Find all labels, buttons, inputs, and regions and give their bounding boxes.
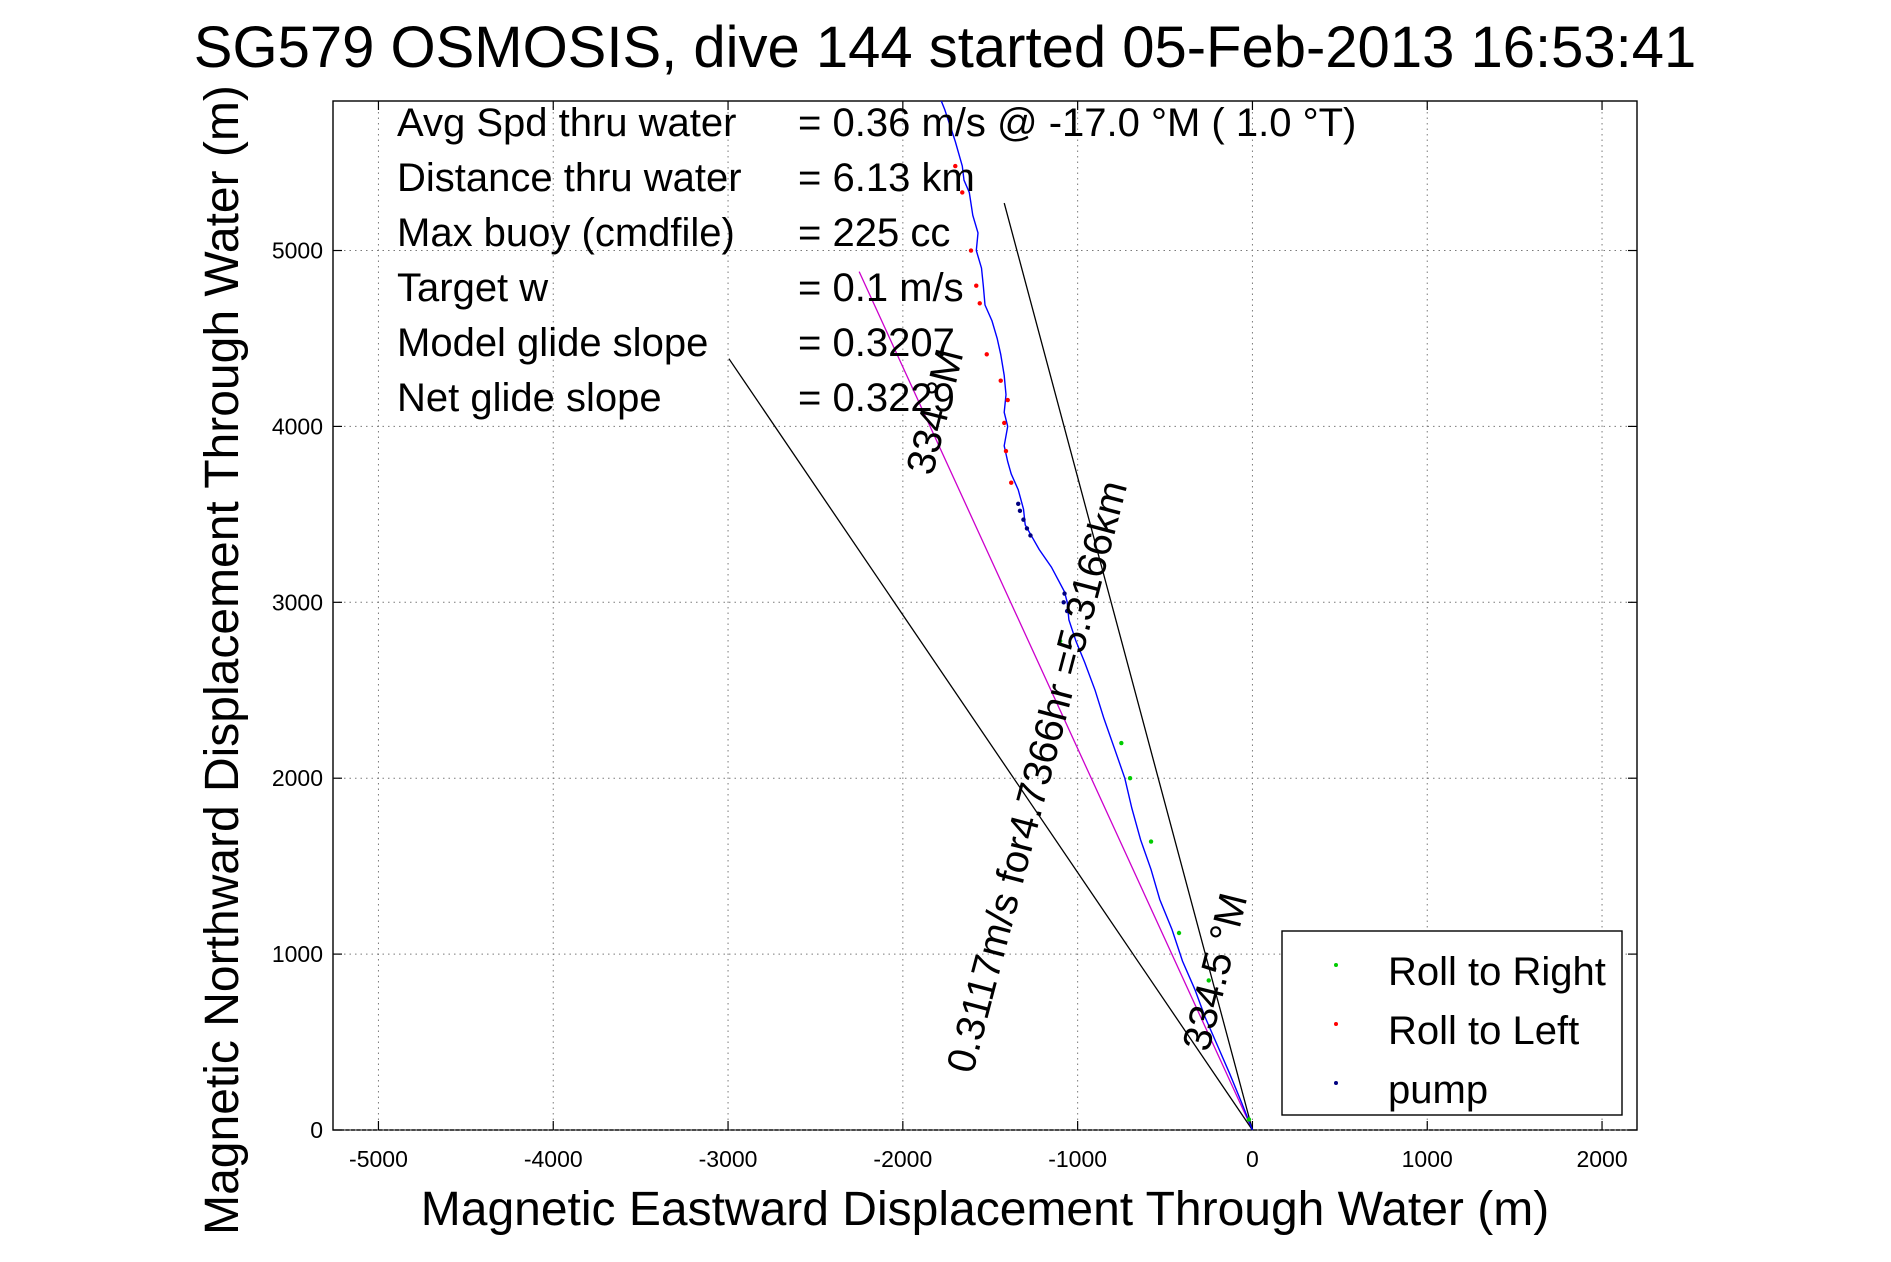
y-tick-label: 4000 — [272, 413, 323, 439]
legend-swatch-roll-left — [1334, 1022, 1338, 1026]
track-line — [940, 100, 1254, 1131]
heading-line-upper — [1003, 202, 1254, 1131]
reference-lines — [728, 202, 1254, 1131]
stat-label-max-buoy: Max buoy (cmdfile) — [397, 211, 735, 255]
heading-line-lower — [728, 358, 1253, 1131]
stat-label-distance: Distance thru water — [397, 156, 742, 200]
y-tick-label: 0 — [310, 1117, 323, 1143]
x-tick-label: 0 — [1246, 1146, 1259, 1172]
x-tick-label: 2000 — [1576, 1146, 1627, 1172]
stat-label-avg-speed: Avg Spd thru water — [397, 101, 736, 145]
pump-marker — [1016, 501, 1021, 507]
roll-left-marker — [974, 283, 979, 288]
chart-title: SG579 OSMOSIS, dive 144 started 05-Feb-2… — [194, 15, 1696, 80]
roll-left-marker — [1003, 448, 1009, 454]
grid — [333, 101, 1637, 1131]
pump-marker — [1062, 591, 1067, 596]
roll-right-marker — [1119, 740, 1124, 746]
stat-label-model-glide: Model glide slope — [397, 321, 708, 365]
x-tick-label: -3000 — [699, 1146, 758, 1172]
legend-label-roll-left: Roll to Left — [1388, 1009, 1579, 1053]
glider-track — [940, 100, 1254, 1131]
stat-value-distance: = 6.13 km — [798, 156, 975, 200]
stat-value-avg-speed: = 0.36 m/s @ -17.0 °M ( 1.0 °T) — [798, 101, 1356, 145]
stat-value-net-glide: = 0.3229 — [798, 376, 955, 420]
stat-label-target-w: Target w — [397, 266, 548, 310]
legend-box — [1281, 930, 1623, 1116]
pump-marker — [1024, 526, 1030, 531]
stat-label-net-glide: Net glide slope — [397, 376, 662, 420]
x-tick-label: -4000 — [524, 1146, 583, 1172]
pump-marker — [1021, 517, 1026, 522]
roll-right-marker — [1057, 638, 1063, 644]
roll-left-marker — [960, 190, 965, 195]
roll-left-marker — [953, 163, 958, 169]
roll-right-marker — [1206, 978, 1211, 983]
legend-swatch-roll-right — [1334, 963, 1338, 967]
legend-swatch-pump — [1334, 1081, 1338, 1085]
pump-marker — [1017, 508, 1023, 514]
roll-left-marker — [1002, 420, 1007, 426]
legend-label-roll-right: Roll to Right — [1388, 950, 1606, 994]
y-tick-label: 2000 — [272, 765, 323, 791]
legend-label-pump: pump — [1388, 1068, 1488, 1112]
legend: Roll to Right Roll to Left pump — [1281, 930, 1623, 1116]
pump-marker — [1028, 533, 1033, 538]
stat-value-model-glide: = 0.3207 — [798, 321, 955, 365]
y-tick-label: 5000 — [272, 238, 323, 264]
y-tick-label: 3000 — [272, 589, 323, 615]
y-axis-label: Magnetic Northward Displacement Through … — [196, 85, 249, 1235]
x-tick-label: -2000 — [873, 1146, 932, 1172]
axis-ticks: -5000 -4000 -3000 -2000 -1000 0 1000 2000 0 1000 2… — [272, 101, 1637, 1172]
roll-left-marker — [984, 352, 989, 357]
x-axis-label: Magnetic Eastward Displacement Through W… — [421, 1183, 1549, 1236]
roll-left-marker — [1009, 480, 1014, 485]
stat-value-target-w: = 0.1 m/s — [798, 266, 964, 310]
roll-right-marker — [1148, 839, 1154, 844]
roll-left-marker — [1005, 397, 1010, 403]
roll-left-marker — [968, 248, 974, 253]
glide-line — [858, 271, 1254, 1131]
x-tick-label: -1000 — [1048, 1146, 1107, 1172]
roll-left-marker — [998, 378, 1003, 383]
event-markers — [953, 163, 1252, 1122]
y-tick-label: 1000 — [272, 941, 323, 967]
roll-right-marker — [1127, 776, 1133, 781]
x-tick-label: 1000 — [1402, 1146, 1453, 1172]
pump-marker — [1061, 600, 1066, 605]
roll-left-marker — [977, 301, 982, 306]
stat-value-max-buoy: = 225 cc — [798, 211, 950, 255]
roll-right-marker — [1246, 1117, 1252, 1122]
pump-marker — [1064, 608, 1070, 614]
roll-right-marker — [1176, 930, 1182, 936]
stats-block: Avg Spd thru water = 0.36 m/s @ -17.0 °M… — [397, 101, 1356, 420]
x-tick-label: -5000 — [349, 1146, 408, 1172]
